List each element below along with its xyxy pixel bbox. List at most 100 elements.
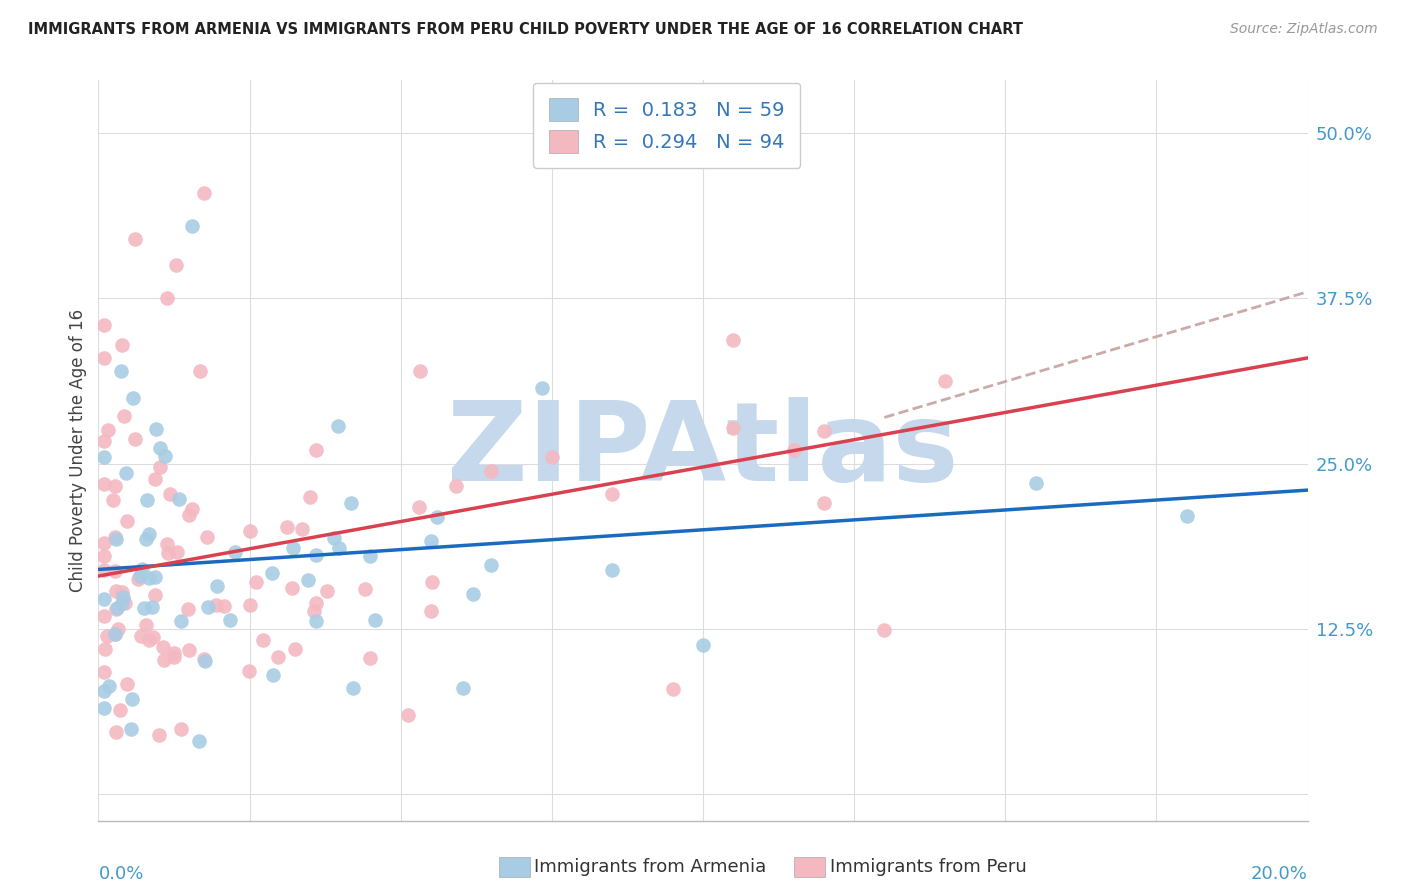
Point [723, 333, 745, 347]
Point [304, 615, 326, 629]
Point [354, 582, 377, 597]
Point [813, 424, 835, 438]
Point [315, 583, 337, 598]
Point [167, 492, 190, 507]
Point [110, 364, 132, 378]
Point [121, 722, 143, 736]
Point [111, 585, 134, 599]
Point [328, 541, 350, 555]
Point [104, 725, 127, 739]
Point [873, 624, 896, 638]
Point [107, 600, 129, 615]
Point [193, 652, 215, 666]
Point [104, 627, 127, 641]
Point [224, 545, 246, 559]
Point [104, 479, 127, 493]
Point [138, 632, 160, 647]
Point [136, 492, 159, 507]
Point [104, 530, 127, 544]
Point [195, 530, 218, 544]
Point [141, 599, 163, 614]
Point [194, 654, 217, 668]
Point [122, 391, 145, 405]
Point [134, 601, 156, 615]
Point [180, 219, 202, 233]
Point [156, 292, 179, 306]
Point [291, 523, 314, 537]
Point [692, 639, 714, 653]
Point [93, 351, 115, 365]
Text: ZIPAtlas: ZIPAtlas [447, 397, 959, 504]
Point [188, 733, 211, 747]
Point [212, 599, 235, 614]
Text: Immigrants from Armenia: Immigrants from Armenia [534, 858, 766, 876]
Point [153, 653, 176, 667]
Point [408, 500, 430, 515]
Point [239, 599, 262, 613]
Point [364, 613, 387, 627]
Point [934, 374, 956, 388]
Point [1024, 475, 1046, 490]
Point [481, 558, 503, 572]
Text: 0.0%: 0.0% [98, 865, 143, 883]
Point [444, 478, 467, 492]
Point [93, 318, 115, 332]
Point [143, 570, 166, 584]
Point [93, 434, 115, 449]
Point [131, 562, 153, 576]
Point [93, 642, 115, 657]
Point [540, 450, 562, 465]
Point [262, 668, 284, 682]
Point [783, 442, 806, 457]
Point [148, 728, 170, 742]
Point [299, 490, 322, 504]
Point [117, 677, 139, 691]
Point [267, 650, 290, 665]
Point [723, 421, 745, 435]
Point [163, 650, 186, 665]
Point [105, 583, 128, 598]
Point [339, 496, 361, 510]
Point [93, 592, 115, 607]
Y-axis label: Child Poverty Under the Age of 16: Child Poverty Under the Age of 16 [69, 309, 87, 592]
Point [396, 707, 419, 722]
Point [426, 510, 449, 524]
Point [205, 578, 228, 592]
Point [93, 536, 115, 550]
Point [420, 575, 443, 590]
Point [262, 566, 284, 580]
Point [97, 423, 120, 437]
Point [149, 442, 172, 456]
Point [142, 630, 165, 644]
Point [96, 630, 118, 644]
Point [134, 532, 156, 546]
Legend: R =  0.183   N = 59, R =  0.294   N = 94: R = 0.183 N = 59, R = 0.294 N = 94 [533, 83, 800, 169]
Point [143, 588, 166, 602]
Point [181, 502, 204, 516]
Point [93, 701, 115, 715]
Point [252, 633, 274, 648]
Point [93, 609, 115, 624]
Point [157, 546, 180, 560]
Point [152, 640, 174, 654]
Point [170, 722, 193, 736]
Point [131, 629, 153, 643]
Point [156, 537, 179, 551]
Point [107, 622, 129, 636]
Point [177, 602, 200, 616]
Point [165, 259, 187, 273]
Point [420, 533, 443, 548]
Point [188, 364, 211, 378]
Text: IMMIGRANTS FROM ARMENIA VS IMMIGRANTS FROM PERU CHILD POVERTY UNDER THE AGE OF 1: IMMIGRANTS FROM ARMENIA VS IMMIGRANTS FR… [28, 22, 1024, 37]
Point [342, 681, 364, 696]
Point [360, 650, 382, 665]
Point [129, 568, 152, 582]
Point [114, 466, 136, 480]
Point [103, 493, 125, 508]
Point [112, 409, 135, 423]
Point [105, 602, 128, 616]
Point [143, 472, 166, 486]
Point [219, 613, 242, 627]
Point [531, 381, 554, 395]
Point [97, 679, 120, 693]
